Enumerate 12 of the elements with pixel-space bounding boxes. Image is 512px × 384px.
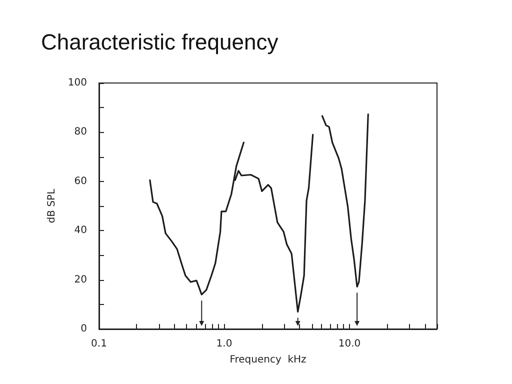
- x-axis-title: Frequency kHz: [230, 354, 306, 366]
- y-axis-title: dB SPL: [46, 188, 58, 224]
- x-tick-label: 10.0: [338, 338, 361, 350]
- y-tick-label: 40: [74, 225, 87, 236]
- x-tick-label: 1.0: [216, 338, 232, 350]
- y-tick-label: 0: [80, 324, 87, 334]
- y-tick-label: 100: [68, 78, 87, 88]
- y-tick-label: 60: [74, 176, 87, 187]
- chart-title: Characteristic frequency: [41, 30, 278, 54]
- y-tick-label: 20: [74, 274, 87, 286]
- y-tick-label: 80: [74, 126, 87, 138]
- x-tick-label: 0.1: [91, 338, 107, 350]
